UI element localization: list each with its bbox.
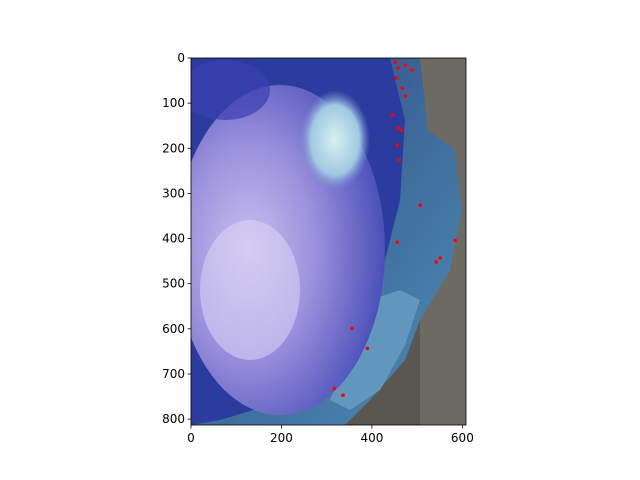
- point: [390, 113, 395, 117]
- point: [399, 128, 404, 133]
- point: [438, 256, 443, 260]
- point: [396, 66, 400, 70]
- x-tick-label: 400: [360, 431, 383, 445]
- y-tick-label: 100: [162, 96, 185, 110]
- point: [418, 203, 423, 207]
- point: [395, 240, 400, 244]
- point: [332, 386, 337, 391]
- point: [394, 76, 399, 80]
- point: [395, 143, 400, 147]
- point: [434, 260, 438, 264]
- y-tick-label: 700: [162, 367, 185, 381]
- axes-frame: [190, 57, 467, 426]
- point: [400, 86, 405, 91]
- y-tick-label: 300: [162, 186, 185, 200]
- point: [341, 393, 345, 398]
- image: [191, 58, 466, 425]
- y-tick-label: 500: [162, 277, 185, 291]
- y-tick-label: 600: [162, 322, 185, 336]
- point: [403, 63, 408, 68]
- point: [396, 126, 400, 130]
- point: [453, 238, 457, 243]
- x-tick-label: 200: [270, 431, 293, 445]
- point: [397, 158, 401, 162]
- y-tick-label: 200: [162, 141, 185, 155]
- point: [403, 94, 408, 98]
- point: [410, 68, 414, 72]
- point: [350, 326, 354, 331]
- point: [365, 346, 370, 351]
- y-tick-label: 400: [162, 232, 185, 246]
- x-tick-label: 600: [451, 431, 474, 445]
- point: [393, 60, 398, 64]
- y-tick-label: 800: [162, 412, 185, 426]
- x-tick-label: 0: [187, 431, 195, 445]
- y-tick-label: 0: [177, 51, 185, 65]
